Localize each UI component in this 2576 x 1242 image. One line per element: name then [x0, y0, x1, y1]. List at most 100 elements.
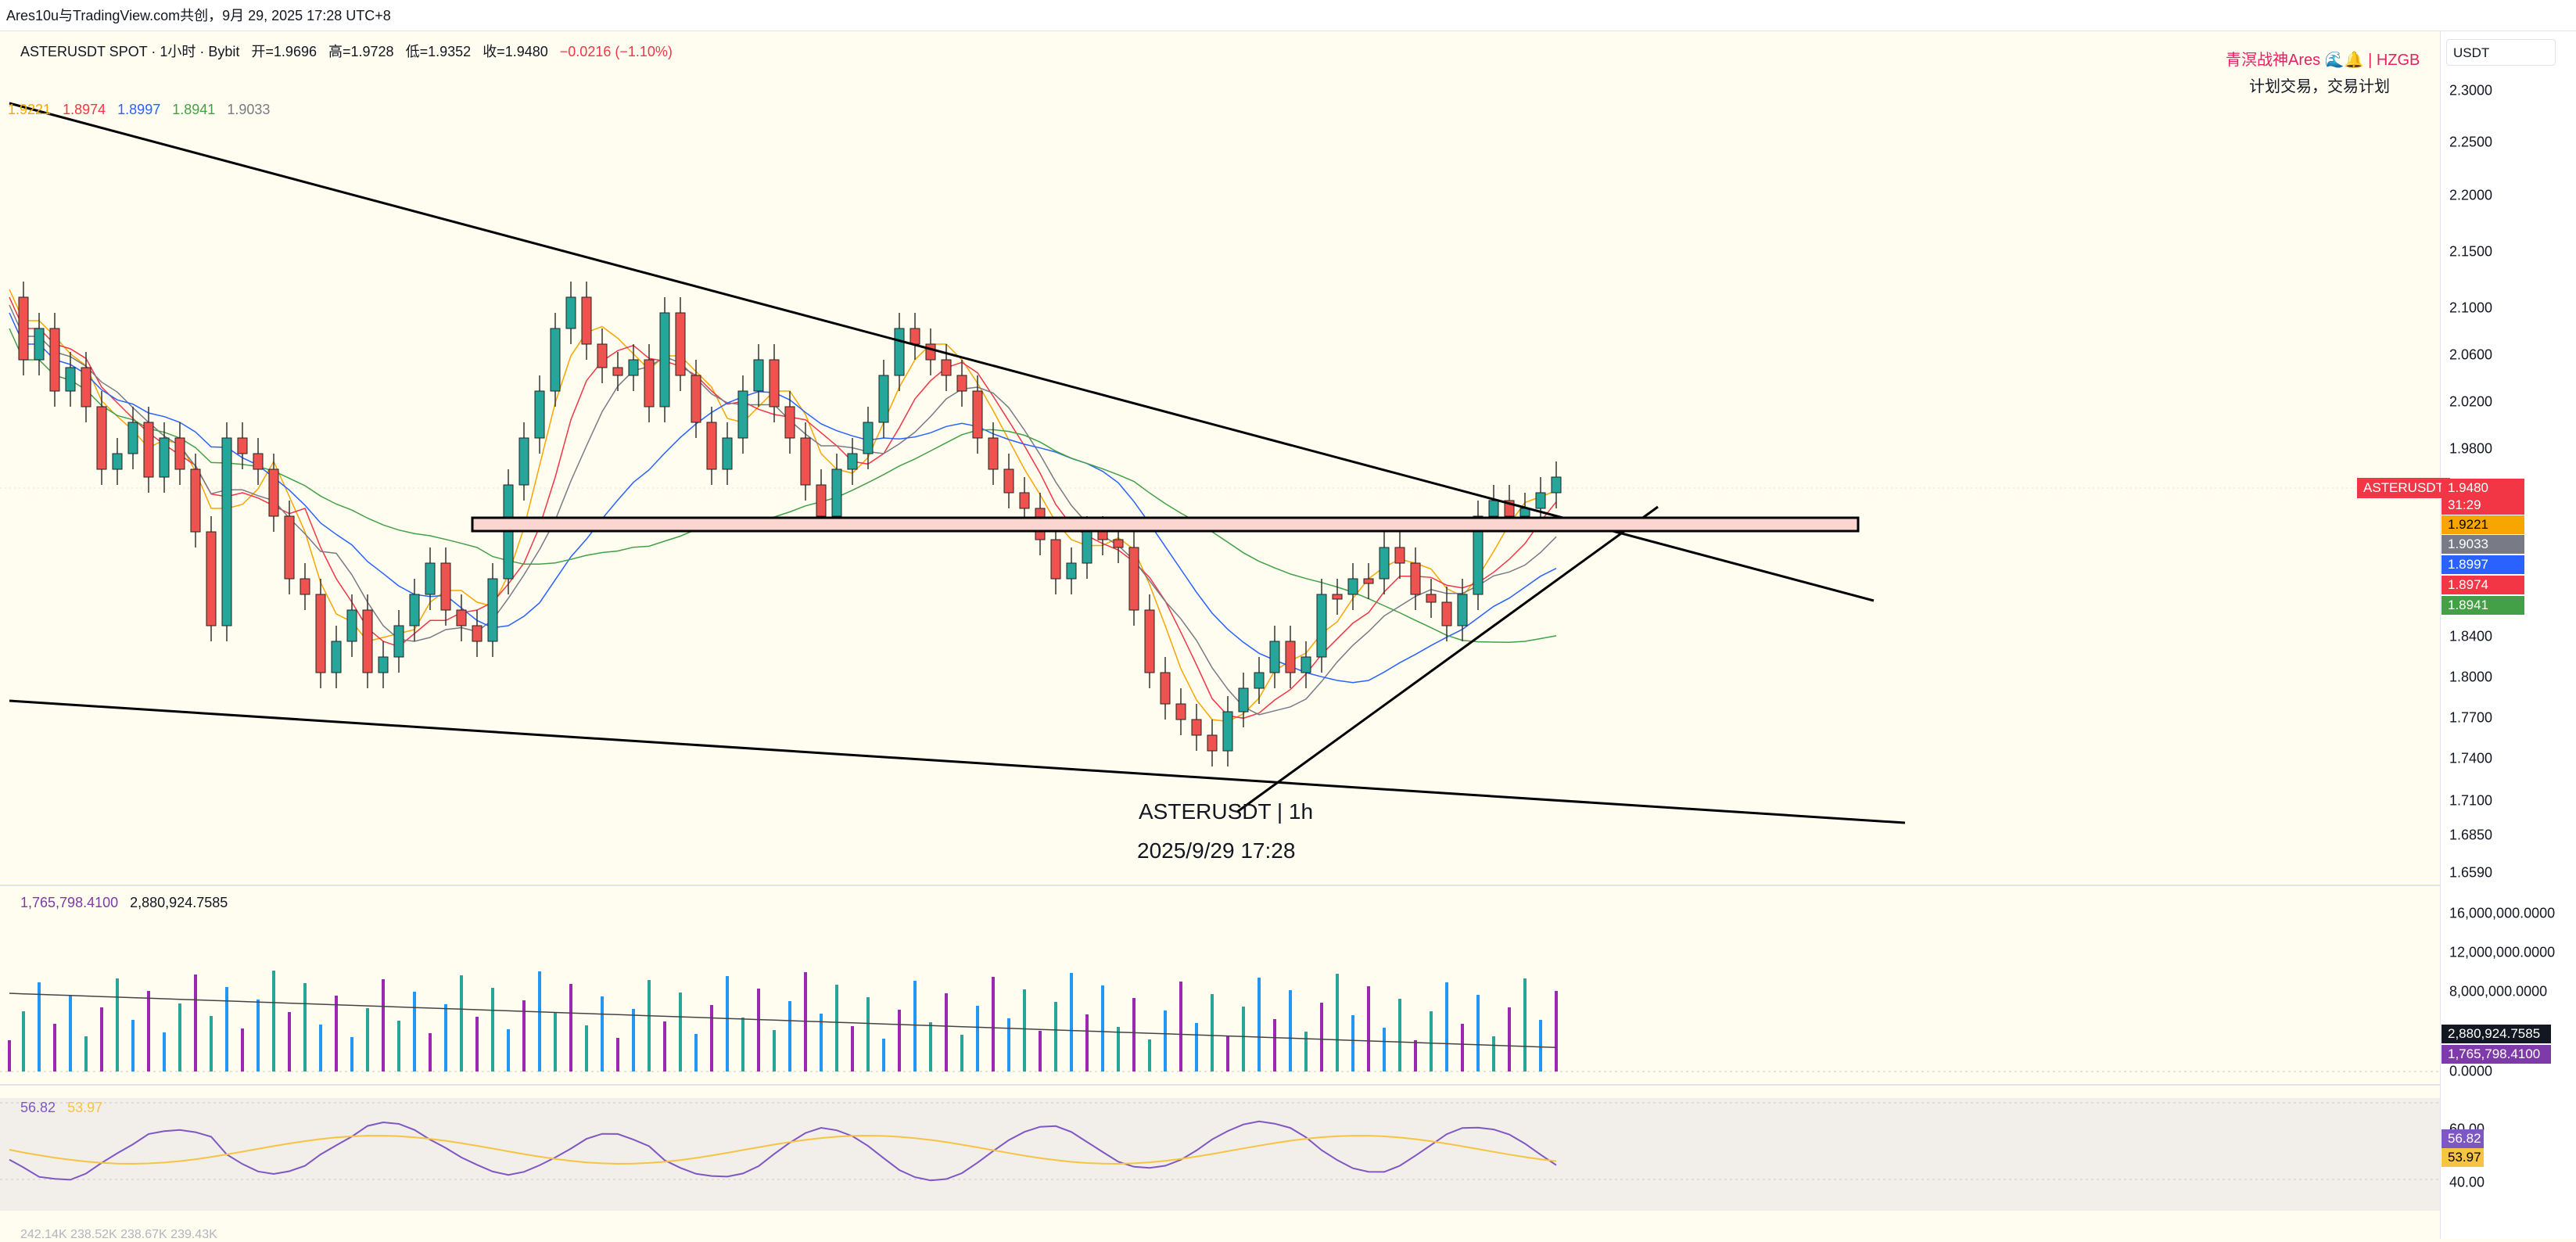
moving-average-line-5[interactable]	[9, 328, 1557, 644]
candle[interactable]	[878, 375, 889, 423]
candle[interactable]	[127, 422, 138, 454]
candle[interactable]	[1097, 531, 1108, 540]
candle[interactable]	[518, 437, 529, 486]
moving-average-line-4[interactable]	[9, 312, 1557, 684]
candle[interactable]	[1082, 531, 1092, 564]
candle[interactable]	[1285, 641, 1296, 673]
candle[interactable]	[1441, 601, 1452, 626]
price-chart[interactable]	[0, 0, 2440, 1239]
candle[interactable]	[1316, 594, 1327, 658]
candle[interactable]	[18, 296, 29, 361]
candle[interactable]	[628, 359, 639, 376]
candle[interactable]	[612, 367, 623, 376]
candle[interactable]	[362, 609, 373, 673]
candle[interactable]	[143, 422, 154, 478]
candle[interactable]	[1379, 547, 1390, 580]
candle[interactable]	[1301, 656, 1311, 673]
candle[interactable]	[1363, 578, 1374, 584]
candle[interactable]	[956, 375, 967, 392]
candle[interactable]	[159, 437, 170, 478]
candle[interactable]	[1410, 562, 1421, 595]
candle[interactable]	[346, 609, 357, 642]
volume-legend[interactable]: 1,765,798.4100 2,880,924.7585	[20, 895, 235, 911]
moving-average-line-3[interactable]	[9, 304, 1557, 716]
candle[interactable]	[941, 359, 952, 376]
candle[interactable]	[988, 437, 999, 470]
candle[interactable]	[206, 531, 217, 626]
candle[interactable]	[1394, 547, 1405, 564]
currency-button[interactable]: USDT	[2446, 39, 2556, 66]
candle[interactable]	[1050, 539, 1061, 580]
candle[interactable]	[65, 367, 76, 392]
candle[interactable]	[784, 406, 795, 439]
candle[interactable]	[1426, 594, 1437, 603]
pane-separator-volume[interactable]	[0, 885, 2440, 886]
candle[interactable]	[1128, 547, 1139, 611]
candle[interactable]	[769, 359, 780, 407]
candle[interactable]	[393, 625, 404, 658]
symbol-title[interactable]: ASTERUSDT SPOT · 1小时 · Bybit	[20, 44, 240, 59]
candle[interactable]	[472, 625, 483, 642]
candle[interactable]	[1175, 703, 1186, 720]
candle[interactable]	[253, 453, 264, 470]
candle[interactable]	[315, 594, 326, 673]
candle[interactable]	[409, 594, 420, 626]
candle[interactable]	[1144, 609, 1155, 673]
candle[interactable]	[831, 468, 842, 517]
candle[interactable]	[1003, 468, 1014, 494]
candle[interactable]	[706, 422, 717, 470]
candle[interactable]	[284, 515, 295, 580]
candle[interactable]	[1347, 578, 1358, 595]
candle[interactable]	[847, 453, 858, 470]
candle[interactable]	[112, 453, 123, 470]
candle[interactable]	[1238, 687, 1249, 713]
candle[interactable]	[440, 562, 451, 611]
candle[interactable]	[1191, 719, 1202, 736]
candle[interactable]	[237, 437, 248, 454]
candle[interactable]	[221, 437, 232, 626]
candle[interactable]	[644, 359, 655, 407]
candle[interactable]	[1160, 672, 1171, 705]
support-zone-box[interactable]	[471, 516, 1860, 533]
candle[interactable]	[894, 328, 905, 376]
candle[interactable]	[1473, 515, 1484, 595]
candle[interactable]	[753, 359, 764, 392]
ascending-trendline[interactable]	[1236, 505, 1659, 813]
candle[interactable]	[1222, 711, 1233, 752]
candle[interactable]	[174, 437, 185, 470]
candle[interactable]	[1269, 641, 1280, 673]
candle[interactable]	[1535, 492, 1546, 509]
candle[interactable]	[1551, 476, 1562, 494]
candle[interactable]	[909, 328, 920, 345]
candle[interactable]	[487, 578, 498, 642]
candle[interactable]	[34, 328, 45, 361]
ma-legend[interactable]: 1.9221 1.8974 1.8997 1.8941 1.9033	[8, 102, 278, 118]
candle[interactable]	[1019, 492, 1030, 509]
pane-separator-rsi[interactable]	[0, 1084, 2440, 1086]
candle[interactable]	[581, 296, 592, 345]
lower-channel-line[interactable]	[9, 699, 1906, 824]
candle[interactable]	[378, 656, 389, 673]
candle[interactable]	[1457, 594, 1468, 626]
candle[interactable]	[190, 468, 201, 533]
moving-average-line-1[interactable]	[9, 289, 1557, 723]
candle[interactable]	[534, 390, 545, 439]
candle[interactable]	[425, 562, 436, 595]
candle[interactable]	[550, 328, 561, 392]
candle[interactable]	[96, 406, 107, 470]
candle[interactable]	[816, 484, 827, 517]
moving-average-line-2[interactable]	[9, 296, 1557, 720]
candle[interactable]	[675, 312, 686, 376]
candle[interactable]	[925, 343, 936, 361]
candle[interactable]	[331, 641, 342, 673]
candle[interactable]	[691, 375, 701, 423]
candle[interactable]	[722, 437, 733, 470]
rsi-legend[interactable]: 56.82 53.97	[20, 1100, 110, 1116]
candle[interactable]	[659, 312, 670, 407]
candle[interactable]	[81, 367, 91, 407]
candle[interactable]	[1207, 734, 1218, 752]
candle[interactable]	[800, 437, 811, 486]
candle[interactable]	[737, 390, 748, 439]
candle[interactable]	[49, 328, 60, 392]
candle[interactable]	[597, 343, 608, 368]
